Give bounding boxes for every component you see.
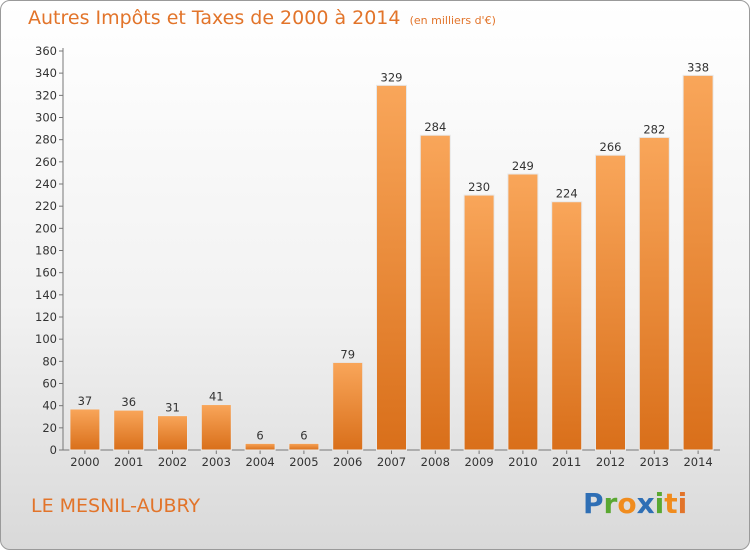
y-tick-label: 280 [35, 133, 57, 147]
x-tick-label-2000: 2000 [70, 455, 99, 469]
commune-name: LE MESNIL-AUBRY [31, 495, 201, 517]
chart-title: Autres Impôts et Taxes de 2000 à 2014 (e… [28, 7, 496, 29]
y-tick-label: 180 [35, 244, 57, 258]
value-label-2004: 6 [256, 428, 263, 442]
bar-2007 [376, 84, 407, 451]
bar-2013 [638, 136, 670, 451]
logo-letter: i [677, 487, 688, 520]
x-tick-label-2010: 2010 [508, 455, 537, 469]
logo-letter: t [664, 487, 678, 520]
bar-2005 [288, 442, 320, 451]
bar-2003 [200, 404, 232, 451]
bar-2001 [113, 409, 145, 451]
y-tick-label: 100 [35, 332, 57, 346]
x-tick-label-2006: 2006 [333, 455, 362, 469]
value-label-2008: 284 [424, 120, 446, 134]
y-tick-label: 140 [35, 288, 57, 302]
x-tick-label-2003: 2003 [202, 455, 231, 469]
x-tick-label-2011: 2011 [552, 455, 581, 469]
bar-2009 [463, 194, 495, 451]
value-label-2005: 6 [300, 428, 307, 442]
bar-2010 [507, 173, 539, 451]
value-label-2006: 79 [340, 347, 355, 361]
x-tick-label-2012: 2012 [596, 455, 625, 469]
logo-letter: o [617, 487, 637, 520]
y-tick-label: 40 [42, 399, 57, 413]
value-label-2011: 224 [556, 187, 578, 201]
bar-2006 [332, 361, 364, 451]
logo-letter: i [654, 487, 665, 520]
y-tick-label: 60 [42, 377, 57, 391]
y-tick-label: 220 [35, 199, 57, 213]
bar-2002 [157, 415, 188, 451]
chart-title-text: Autres Impôts et Taxes de 2000 à 2014 [28, 7, 401, 29]
value-label-2000: 37 [78, 394, 93, 408]
y-tick-label: 20 [42, 421, 57, 435]
y-tick-label: 240 [35, 177, 57, 191]
value-label-2013: 282 [643, 122, 665, 136]
logo-letter: r [603, 487, 618, 520]
value-label-2002: 31 [165, 401, 180, 415]
y-tick-label: 340 [35, 66, 57, 80]
logo-letter: x [636, 487, 655, 520]
proxiti-logo: Proxiti [583, 487, 687, 520]
x-tick-label-2005: 2005 [289, 455, 318, 469]
y-tick-label: 120 [35, 310, 57, 324]
y-tick-label: 320 [35, 88, 57, 102]
logo-letter: P [583, 487, 604, 520]
bar-2011 [551, 201, 583, 451]
x-tick-label-2004: 2004 [245, 455, 274, 469]
bar-2014 [682, 74, 714, 451]
x-tick-label-2002: 2002 [158, 455, 187, 469]
chart-subtitle: (en milliers d'€) [409, 14, 496, 27]
x-tick-label-2009: 2009 [464, 455, 493, 469]
x-tick-label-2014: 2014 [683, 455, 712, 469]
y-tick-label: 300 [35, 111, 57, 125]
x-tick-label-2008: 2008 [421, 455, 450, 469]
value-label-2003: 41 [209, 390, 224, 404]
value-label-2009: 230 [468, 180, 490, 194]
bar-2008 [419, 134, 451, 451]
y-tick-label: 160 [35, 266, 57, 280]
value-label-2010: 249 [512, 159, 534, 173]
y-tick-label: 360 [35, 44, 57, 58]
x-tick-label-2013: 2013 [640, 455, 669, 469]
y-tick-label: 200 [35, 221, 57, 235]
value-label-2001: 36 [121, 395, 136, 409]
y-tick-label: 80 [42, 354, 57, 368]
x-tick-label-2007: 2007 [377, 455, 406, 469]
value-label-2007: 329 [381, 70, 403, 84]
y-tick-label: 260 [35, 155, 57, 169]
value-label-2012: 266 [600, 140, 622, 154]
value-label-2014: 338 [687, 60, 709, 74]
y-tick-label: 0 [50, 443, 57, 457]
bar-2012 [595, 154, 626, 451]
bar-2000 [69, 408, 101, 451]
bar-series [69, 74, 714, 451]
x-tick-label-2001: 2001 [114, 455, 143, 469]
value-labels: 37 36 31 41 6 6 79 329 284 230 249 224 266 282 338 [78, 60, 709, 442]
bar-2004 [244, 442, 276, 451]
